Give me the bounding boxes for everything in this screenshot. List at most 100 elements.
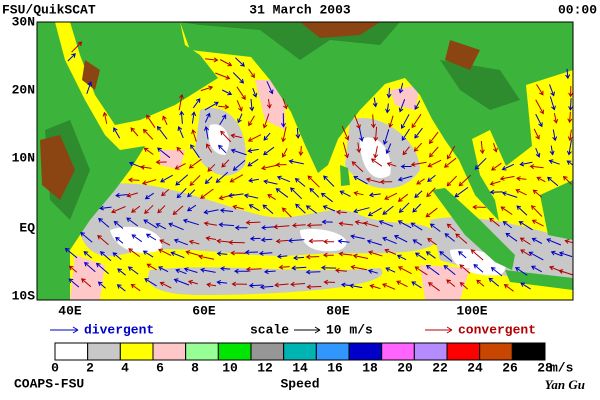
wind-vector [427, 282, 440, 292]
wind-vector [552, 129, 558, 142]
wind-vector [567, 111, 573, 124]
colorbar-tick-label: 24 [467, 360, 483, 375]
wind-vector [342, 142, 350, 159]
wind-vector [230, 148, 247, 156]
colorbar-tick-label: 18 [362, 360, 378, 375]
wind-vector [562, 175, 572, 185]
lon-label: 100E [456, 303, 487, 318]
colorbar-swatch [217, 342, 252, 361]
colorbar-swatch [152, 342, 187, 361]
wind-vector [158, 266, 169, 273]
wind-vector [370, 158, 383, 167]
wind-vector [373, 126, 379, 142]
wind-vector [414, 100, 421, 110]
wind-vector [141, 179, 157, 186]
divergent-arrow-head [72, 326, 79, 334]
wind-vector [338, 251, 353, 257]
wind-vector [384, 192, 398, 200]
wind-vector [412, 239, 423, 246]
wind-vector [489, 189, 503, 195]
wind-vector [218, 222, 235, 228]
colorbar-tick-label: 10 [222, 360, 238, 375]
wind-vector [112, 252, 122, 260]
wind-vector [186, 204, 197, 212]
wind-vector [115, 192, 128, 198]
wind-vector [458, 174, 471, 187]
wind-vector [520, 249, 531, 257]
wind-vector [379, 179, 393, 185]
colorbar-swatch [413, 342, 448, 361]
wind-vector [263, 269, 276, 275]
wind-vector [126, 192, 138, 198]
wind-vector [176, 146, 184, 155]
colorbar-tick-label: 8 [191, 360, 199, 375]
wind-vector [294, 177, 306, 187]
wind-vector [411, 113, 422, 129]
wind-vector [515, 189, 527, 196]
scale-arrow-head [314, 326, 321, 334]
wind-vector [397, 193, 409, 202]
colorbar-swatch [511, 342, 546, 361]
colorbar-tick-label: 4 [121, 360, 129, 375]
wind-vector [568, 85, 573, 98]
wind-vector [232, 204, 244, 210]
wind-vector [219, 208, 234, 213]
wind-vector [247, 158, 259, 167]
wind-vector [536, 84, 544, 96]
wind-vector [305, 254, 320, 260]
wind-vector [162, 115, 168, 126]
colorbar-swatch [479, 342, 513, 361]
wind-vector [178, 93, 184, 111]
wind-vector [500, 206, 513, 215]
wind-vector [410, 222, 423, 231]
wind-vector [102, 111, 108, 124]
wind-vector [396, 254, 407, 261]
wind-vector [528, 251, 544, 261]
wind-vector [219, 114, 227, 126]
wind-vector [367, 269, 378, 274]
wind-vector [142, 250, 154, 258]
wind-vector [245, 220, 261, 226]
wind-vector [68, 265, 78, 273]
wind-vector [446, 145, 456, 160]
wind-vector [261, 164, 278, 171]
wind-vector [339, 190, 351, 197]
wind-vector [144, 204, 154, 214]
wind-vector [501, 191, 518, 198]
date: 31 March 2003 [249, 2, 351, 17]
wind-vector [400, 164, 412, 170]
wind-vector [385, 103, 391, 114]
lat-label: 30N [12, 14, 35, 29]
wind-vector [218, 144, 227, 154]
colorbar-swatch [381, 342, 415, 361]
wind-vector [160, 174, 173, 183]
wind-vector [281, 126, 287, 143]
lat-label: 20N [12, 82, 35, 97]
wind-vector [352, 253, 369, 259]
wind-vector [558, 269, 573, 276]
wind-vector [237, 113, 243, 124]
wind-vector [443, 265, 456, 276]
wind-vector [273, 224, 290, 230]
wind-vector [385, 143, 392, 155]
wind-vector [187, 279, 198, 285]
wind-vector [368, 192, 381, 198]
wind-vector [338, 221, 354, 227]
wind-vector [425, 264, 440, 276]
wind-vector [83, 261, 96, 273]
wind-vector [564, 239, 573, 244]
wind-vector [558, 251, 573, 258]
wind-vector [216, 238, 230, 244]
wind-vector [174, 163, 186, 170]
wind-vector [203, 209, 219, 215]
colorbar-swatch [283, 342, 317, 361]
wind-vector [516, 176, 527, 182]
wind-vector [198, 254, 215, 260]
wind-vector [245, 266, 262, 272]
wind-vector [489, 180, 501, 186]
wind-vectors [64, 41, 573, 292]
wind-vector [365, 177, 381, 184]
wind-vector [410, 161, 427, 167]
wind-vector [280, 113, 286, 128]
wind-vector [192, 98, 201, 109]
